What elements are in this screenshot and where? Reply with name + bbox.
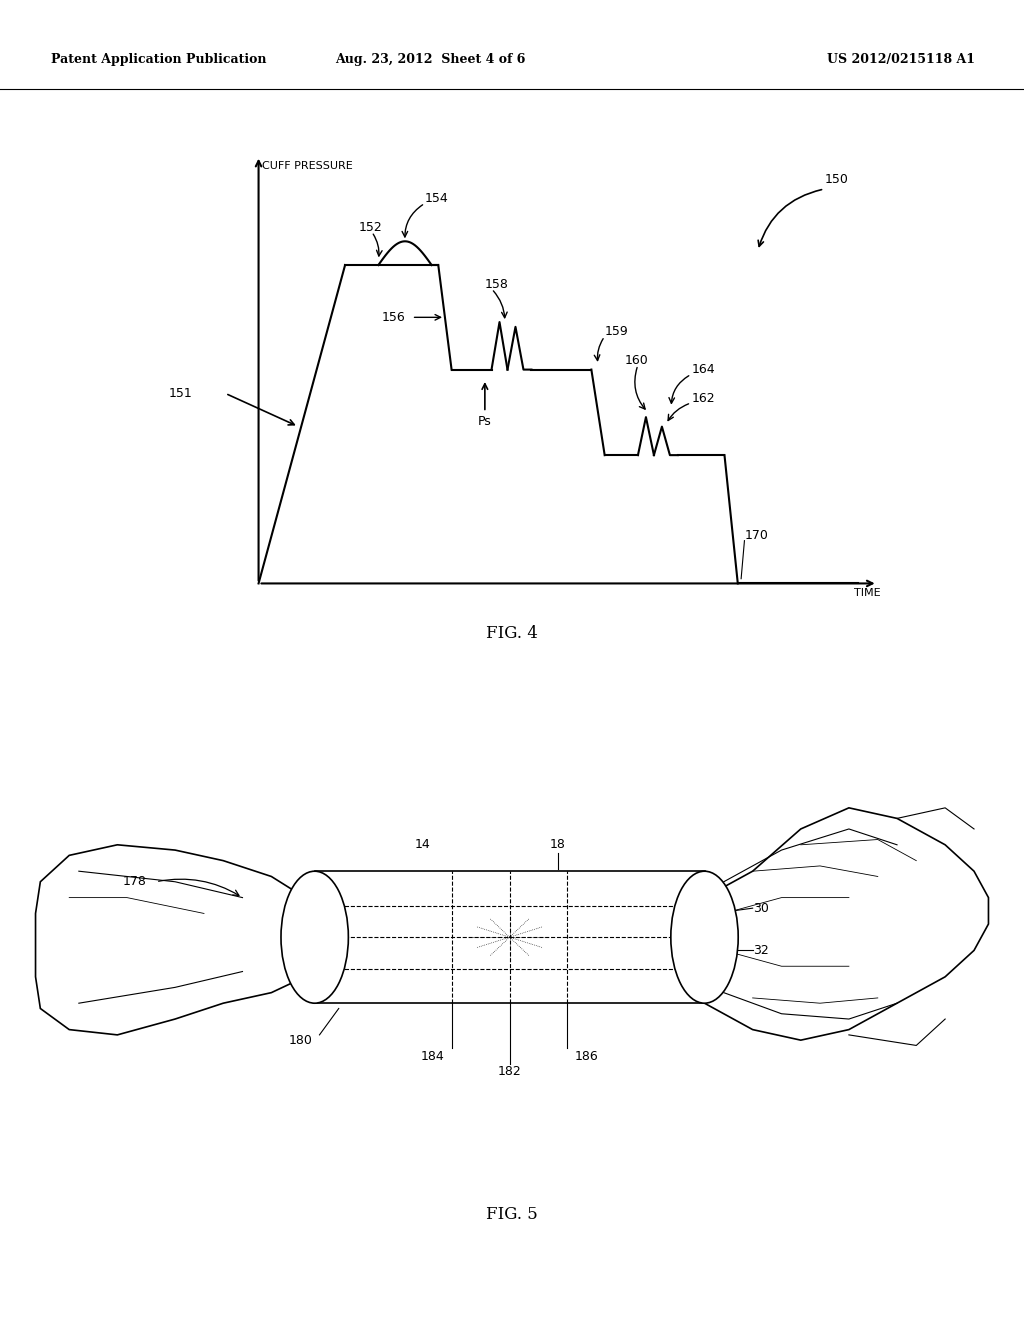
Text: 186: 186	[574, 1049, 598, 1063]
Text: 154: 154	[425, 191, 449, 205]
Text: Ps: Ps	[478, 416, 492, 429]
Text: 30: 30	[753, 902, 769, 915]
Ellipse shape	[671, 871, 738, 1003]
Text: 158: 158	[485, 277, 509, 290]
Text: 14: 14	[415, 838, 431, 851]
Text: Patent Application Publication: Patent Application Publication	[51, 53, 266, 66]
Text: 182: 182	[498, 1065, 521, 1078]
Text: FIG. 5: FIG. 5	[486, 1206, 538, 1222]
Text: 184: 184	[421, 1049, 444, 1063]
Text: TIME: TIME	[854, 587, 881, 598]
Text: 162: 162	[691, 392, 715, 405]
Text: FIG. 4: FIG. 4	[486, 626, 538, 642]
PathPatch shape	[699, 808, 988, 1040]
Text: 164: 164	[691, 363, 715, 376]
Text: 159: 159	[604, 325, 629, 338]
Text: 156: 156	[381, 310, 406, 323]
Text: 170: 170	[744, 529, 768, 543]
Text: 32: 32	[753, 944, 768, 957]
Text: 178: 178	[122, 875, 146, 888]
Text: 18: 18	[550, 838, 565, 851]
Text: 160: 160	[625, 354, 648, 367]
Text: US 2012/0215118 A1: US 2012/0215118 A1	[827, 53, 975, 66]
Text: 180: 180	[289, 1034, 312, 1047]
Text: 151: 151	[168, 387, 193, 400]
Text: 150: 150	[824, 173, 848, 186]
PathPatch shape	[36, 845, 314, 1035]
Text: Aug. 23, 2012  Sheet 4 of 6: Aug. 23, 2012 Sheet 4 of 6	[335, 53, 525, 66]
Ellipse shape	[281, 871, 348, 1003]
Text: 152: 152	[358, 220, 382, 234]
Text: CUFF PRESSURE: CUFF PRESSURE	[262, 161, 352, 170]
